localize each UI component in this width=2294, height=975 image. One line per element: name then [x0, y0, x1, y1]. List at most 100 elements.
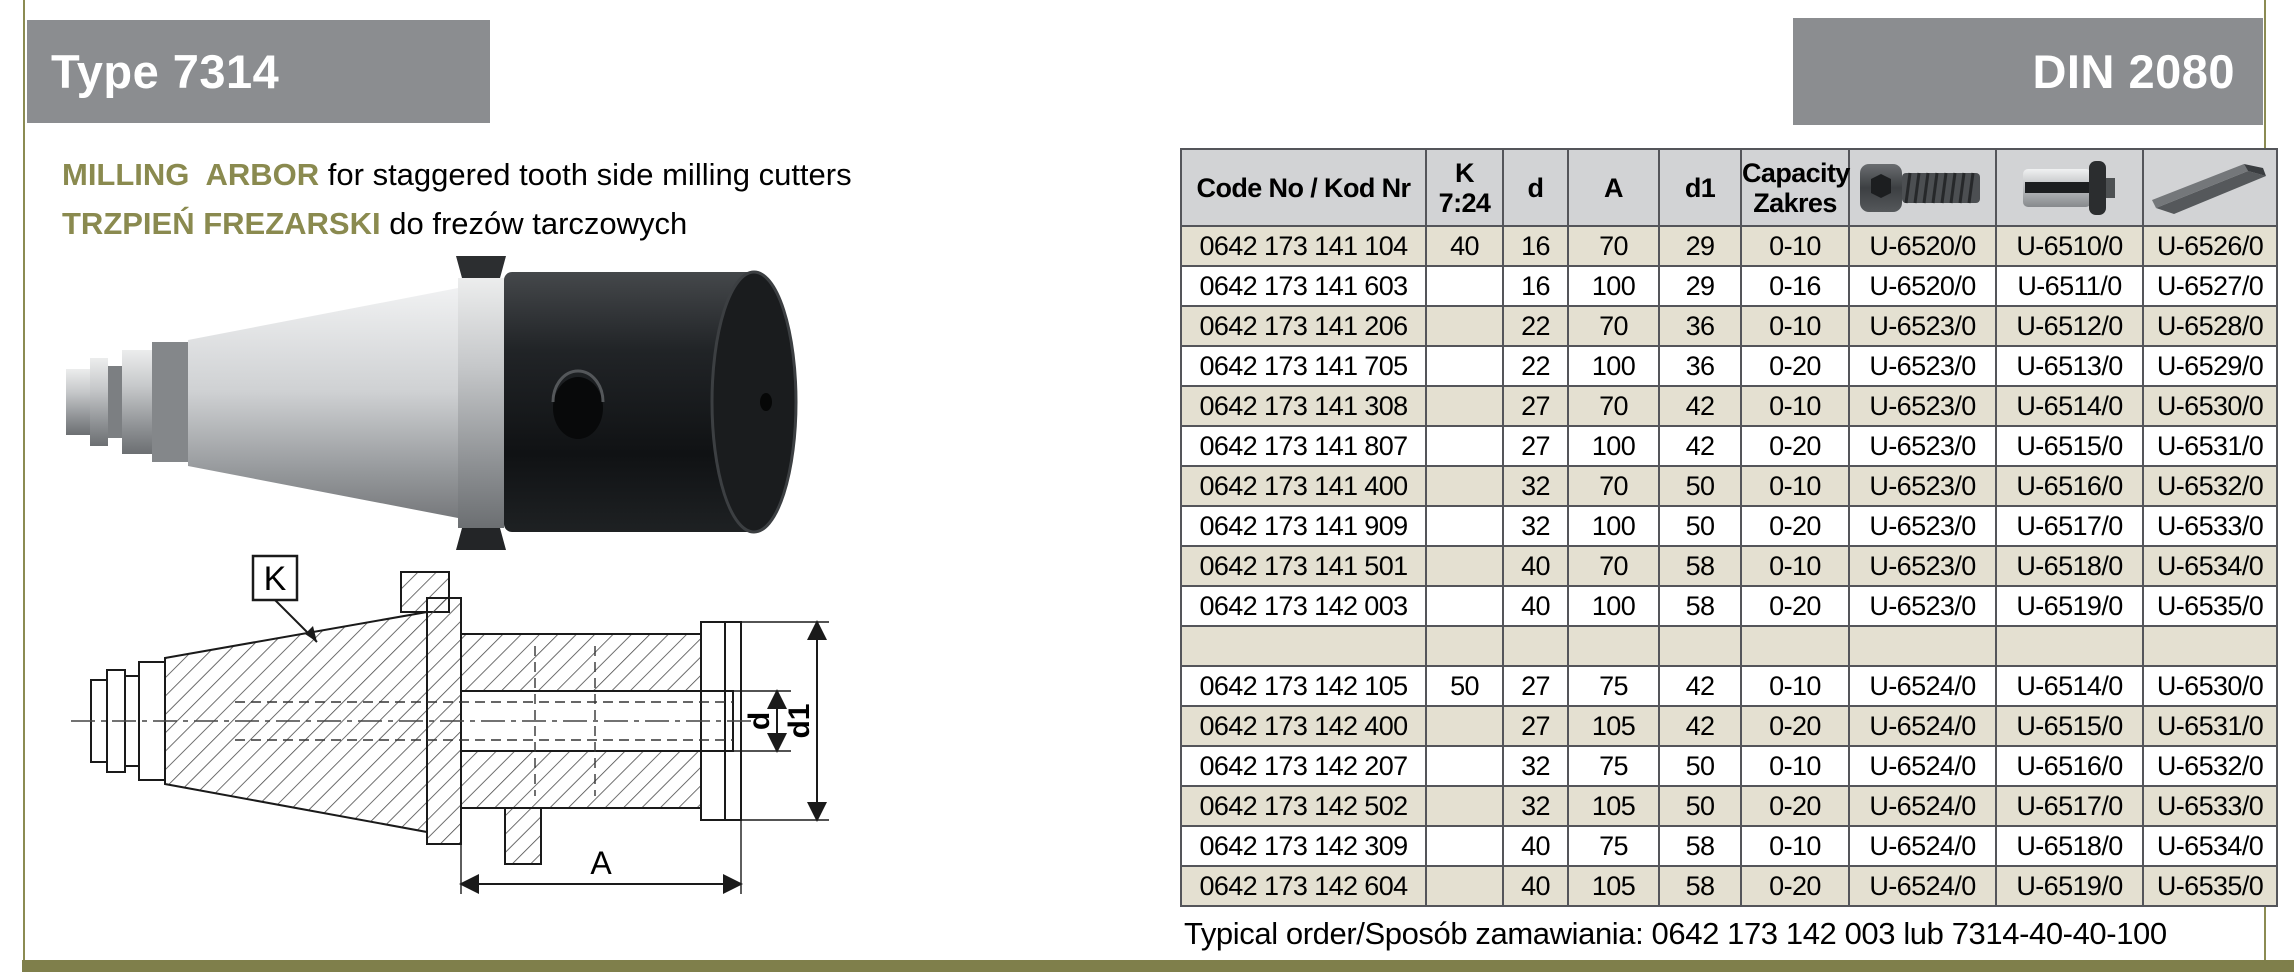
table-cell: 40	[1502, 865, 1569, 907]
table-cell: 0-16	[1740, 265, 1850, 307]
dim-label-a: A	[590, 845, 612, 881]
table-cell: 0642 173 141 400	[1180, 465, 1427, 507]
table-cell: 40	[1425, 225, 1504, 267]
table-cell: U-6524/0	[1848, 785, 1997, 827]
table-cell: U-6535/0	[2142, 585, 2278, 627]
table-cell: U-6531/0	[2142, 425, 2278, 467]
table-cell: 0-20	[1740, 865, 1850, 907]
table-cell: 70	[1567, 385, 1660, 427]
table-cell: 0642 173 142 502	[1180, 785, 1427, 827]
spacer-ring-icon	[2022, 160, 2115, 215]
table-cell: 100	[1567, 425, 1660, 467]
table-cell: U-6516/0	[1995, 745, 2144, 787]
table-cell: 0-10	[1740, 465, 1850, 507]
table-cell: U-6535/0	[2142, 865, 2278, 907]
col-header-d1: d1	[1658, 148, 1742, 227]
table-cell: 50	[1658, 785, 1742, 827]
table-row: 0642 173 142 105 50 27 75 42 0-10 U-6524/0 U-65…	[1180, 665, 2278, 707]
table-cell: 16	[1502, 265, 1569, 307]
table-cell: 42	[1658, 425, 1742, 467]
table-cell: 0642 173 142 207	[1180, 745, 1427, 787]
table-cell: U-6524/0	[1848, 865, 1997, 907]
table-cell: 100	[1567, 585, 1660, 627]
table-cell: 0642 173 142 309	[1180, 825, 1427, 867]
col-header-code: Code No / Kod Nr	[1180, 148, 1427, 227]
table-cell: U-6520/0	[1848, 265, 1997, 307]
table-cell	[1425, 465, 1504, 507]
table-cell: U-6523/0	[1848, 345, 1997, 387]
table-cell: U-6519/0	[1995, 865, 2144, 907]
typical-order-note: Typical order/Sposób zamawiania: 0642 17…	[1184, 916, 2167, 951]
table-cell: U-6520/0	[1848, 225, 1997, 267]
table-cell: 29	[1658, 225, 1742, 267]
table-cell: 22	[1502, 305, 1569, 347]
table-cell: U-6524/0	[1848, 825, 1997, 867]
table-cell: U-6513/0	[1995, 345, 2144, 387]
table-cell	[1425, 345, 1504, 387]
table-cell	[1848, 625, 1997, 667]
table-cell: 0-10	[1740, 305, 1850, 347]
description-line-pl: TRZPIEŃ FREZARSKI do frezów tarczowych	[62, 199, 852, 248]
table-cell: U-6533/0	[2142, 785, 2278, 827]
col-header-capacity: Capacity Zakres	[1740, 148, 1850, 227]
table-cell: 27	[1502, 425, 1569, 467]
table-cell	[1425, 305, 1504, 347]
drive-key-icon	[2152, 163, 2266, 214]
table-cell: 0642 173 142 003	[1180, 585, 1427, 627]
table-cell: 50	[1658, 465, 1742, 507]
table-row: 0642 173 142 502 32 105 50 0-20 U-6524/0 U-651…	[1180, 785, 2278, 827]
table-cell: U-6523/0	[1848, 305, 1997, 347]
table-row: 0642 173 141 603 16 100 29 0-16 U-6520/0 U-651…	[1180, 265, 2278, 307]
product-photo	[58, 246, 828, 563]
table-cell: 50	[1658, 745, 1742, 787]
table-cell: U-6524/0	[1848, 665, 1997, 707]
table-cell: U-6526/0	[2142, 225, 2278, 267]
arbor-section-drawing: K d d1 A	[71, 554, 829, 894]
table-row: 0642 173 142 309 40 75 58 0-10 U-6524/0 U-6518…	[1180, 825, 2278, 867]
table-cell: 0-10	[1740, 825, 1850, 867]
din-title-box: DIN 2080	[1793, 18, 2263, 125]
table-cell: 0-10	[1740, 745, 1850, 787]
bottom-accent-bar	[22, 960, 2294, 972]
table-cell: U-6518/0	[1995, 825, 2144, 867]
table-cell: 0-10	[1740, 545, 1850, 587]
table-cell: 0642 173 141 104	[1180, 225, 1427, 267]
table-cell: 0-10	[1740, 385, 1850, 427]
table-cell: U-6515/0	[1995, 425, 2144, 467]
table-cell: U-6523/0	[1848, 585, 1997, 627]
table-cell: U-6516/0	[1995, 465, 2144, 507]
table-cell	[1425, 265, 1504, 307]
table-cell: U-6534/0	[2142, 825, 2278, 867]
table-cell	[1995, 625, 2144, 667]
table-cell: 32	[1502, 785, 1569, 827]
table-cell: U-6532/0	[2142, 465, 2278, 507]
table-cell: U-6534/0	[2142, 545, 2278, 587]
table-row: 0642 173 142 003 40 100 58 0-20 U-6523/0 U-651…	[1180, 585, 2278, 627]
page-title: Type 7314	[51, 45, 280, 98]
table-cell	[1425, 385, 1504, 427]
table-cell: 50	[1425, 665, 1504, 707]
left-accent-line	[23, 0, 25, 960]
table-cell: 58	[1658, 545, 1742, 587]
technical-drawing: K d d1 A	[35, 550, 847, 917]
table-cell: 0642 173 141 206	[1180, 305, 1427, 347]
table-cell: 22	[1502, 345, 1569, 387]
dim-label-k: K	[264, 560, 287, 598]
table-cell: 32	[1502, 505, 1569, 547]
clamping-screw-icon	[1859, 163, 1980, 212]
col-header-d: d	[1502, 148, 1569, 227]
table-cell: 70	[1567, 465, 1660, 507]
table-cell: 16	[1502, 225, 1569, 267]
table-cell: U-6527/0	[2142, 265, 2278, 307]
table-cell: 0-20	[1740, 705, 1850, 747]
table-cell: 0-20	[1740, 345, 1850, 387]
table-cell: 70	[1567, 305, 1660, 347]
table-cell: U-6529/0	[2142, 345, 2278, 387]
table-cell: U-6523/0	[1848, 425, 1997, 467]
table-body: 0642 173 141 104 40 16 70 29 0-10 U-6520/0 U-65…	[1180, 225, 2278, 907]
table-cell: 105	[1567, 865, 1660, 907]
table-cell: 36	[1658, 345, 1742, 387]
table-row: 0642 173 141 308 27 70 42 0-10 U-6523/0 U-6514…	[1180, 385, 2278, 427]
table-cell: 75	[1567, 745, 1660, 787]
table-cell	[1425, 425, 1504, 467]
